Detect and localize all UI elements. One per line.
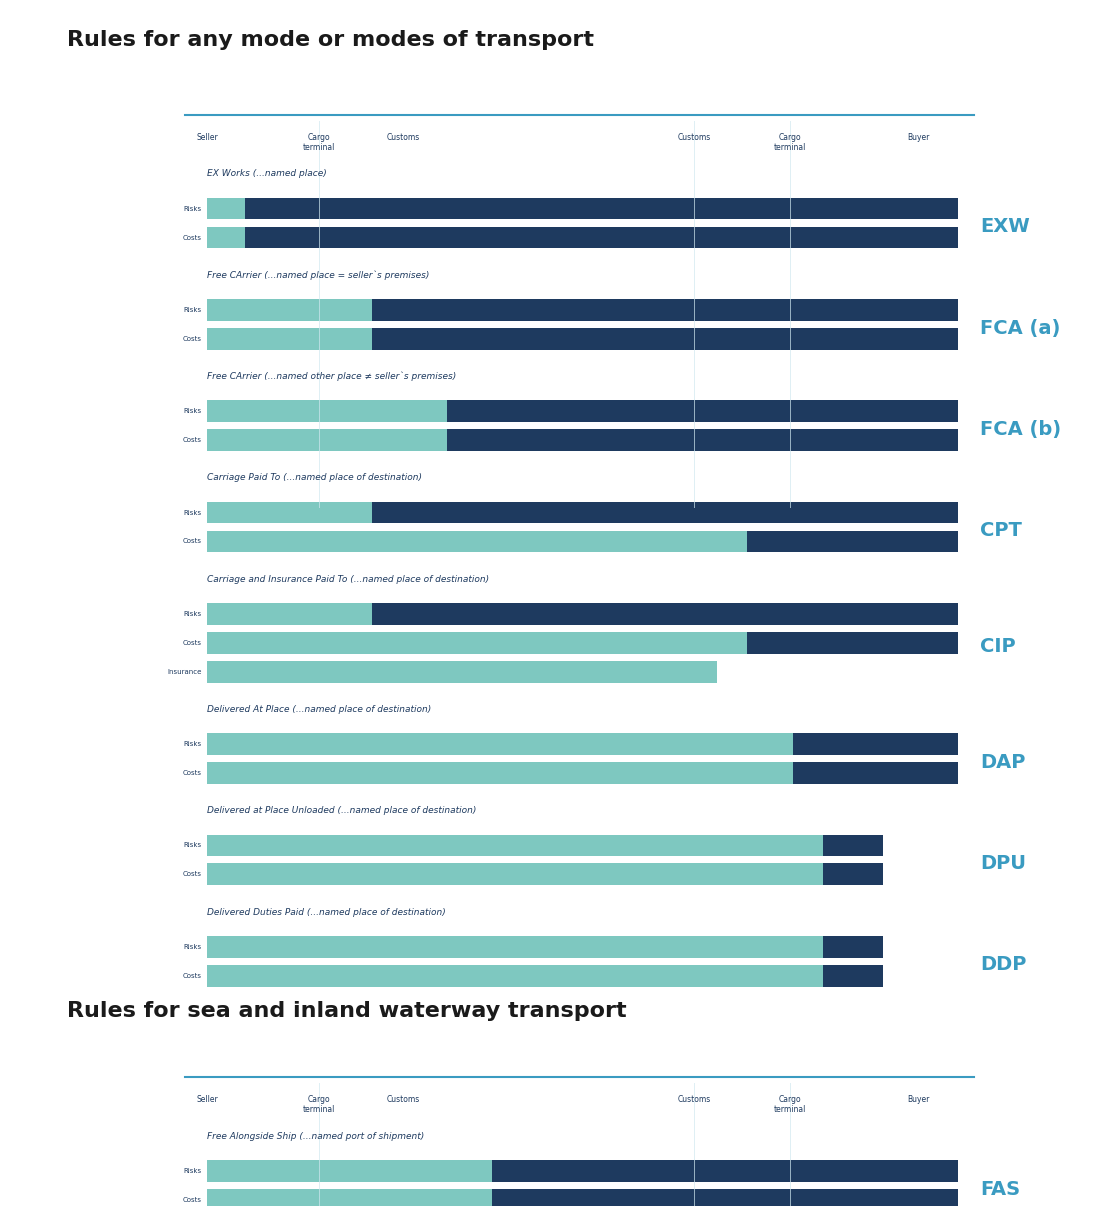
Text: Seller: Seller — [196, 1095, 218, 1103]
Bar — [244, 198, 958, 219]
Text: Carriage and Insurance Paid To (...named place of destination): Carriage and Insurance Paid To (...named… — [207, 575, 489, 584]
Text: Cargo
terminal: Cargo terminal — [774, 1095, 805, 1114]
Text: Risks: Risks — [184, 409, 202, 414]
Bar — [207, 835, 822, 856]
Bar — [372, 299, 958, 321]
Text: Risks: Risks — [184, 1169, 202, 1173]
Text: Risks: Risks — [184, 308, 202, 312]
Text: FAS: FAS — [980, 1179, 1020, 1199]
Text: FCA (a): FCA (a) — [980, 318, 1061, 338]
Bar — [822, 936, 883, 958]
Text: Customs: Customs — [386, 133, 420, 141]
Bar — [372, 603, 958, 625]
Text: Free CArrier (...named other place ≠ seller`s premises): Free CArrier (...named other place ≠ sel… — [207, 371, 457, 381]
Bar — [207, 936, 822, 958]
Bar — [207, 863, 822, 885]
Text: Buyer: Buyer — [907, 133, 930, 141]
Bar — [207, 531, 747, 552]
Bar — [447, 400, 958, 422]
Bar — [372, 502, 958, 523]
Text: Seller: Seller — [196, 133, 218, 141]
Text: Costs: Costs — [183, 235, 202, 240]
Bar — [207, 1189, 493, 1206]
Bar — [207, 400, 447, 422]
Text: Cargo
terminal: Cargo terminal — [774, 133, 805, 152]
Text: Cargo
terminal: Cargo terminal — [304, 1095, 335, 1114]
Bar — [207, 762, 793, 784]
Bar — [747, 632, 958, 654]
Bar — [822, 835, 883, 856]
Text: Delivered at Place Unloaded (...named place of destination): Delivered at Place Unloaded (...named pl… — [207, 807, 477, 815]
Bar — [207, 965, 822, 987]
Text: Free Alongside Ship (...named port of shipment): Free Alongside Ship (...named port of sh… — [207, 1132, 424, 1141]
Text: Insurance: Insurance — [167, 669, 202, 674]
Bar — [207, 429, 447, 451]
Text: EXW: EXW — [980, 217, 1029, 236]
Bar — [207, 328, 372, 350]
Text: Costs: Costs — [183, 771, 202, 775]
Text: Delivered Duties Paid (...named place of destination): Delivered Duties Paid (...named place of… — [207, 908, 446, 917]
Text: Costs: Costs — [183, 640, 202, 645]
Text: Risks: Risks — [184, 611, 202, 616]
Bar — [747, 531, 958, 552]
Text: Delivered At Place (...named place of destination): Delivered At Place (...named place of de… — [207, 706, 431, 714]
Text: DDP: DDP — [980, 955, 1026, 974]
Bar — [372, 328, 958, 350]
Text: FCA (b): FCA (b) — [980, 420, 1061, 439]
Text: EX Works (...named place): EX Works (...named place) — [207, 170, 327, 178]
Bar — [207, 632, 747, 654]
Text: Rules for any mode or modes of transport: Rules for any mode or modes of transport — [67, 30, 595, 51]
Bar — [822, 965, 883, 987]
Text: Cargo
terminal: Cargo terminal — [304, 133, 335, 152]
Text: Customs: Customs — [678, 133, 711, 141]
Text: Customs: Customs — [386, 1095, 420, 1103]
Bar — [207, 198, 244, 219]
Text: Risks: Risks — [184, 742, 202, 747]
Text: Costs: Costs — [183, 973, 202, 978]
Text: Risks: Risks — [184, 843, 202, 848]
Text: Free CArrier (...named place = seller`s premises): Free CArrier (...named place = seller`s … — [207, 270, 430, 280]
Text: Carriage Paid To (...named place of destination): Carriage Paid To (...named place of dest… — [207, 474, 422, 482]
Text: CPT: CPT — [980, 521, 1021, 540]
Bar — [447, 429, 958, 451]
Text: Buyer: Buyer — [907, 1095, 930, 1103]
Text: Costs: Costs — [183, 539, 202, 544]
Text: Rules for sea and inland waterway transport: Rules for sea and inland waterway transp… — [67, 1001, 627, 1021]
Bar — [207, 227, 244, 248]
Text: Risks: Risks — [184, 206, 202, 211]
Bar — [207, 603, 372, 625]
Bar — [207, 661, 718, 683]
Text: Costs: Costs — [183, 872, 202, 877]
Text: DPU: DPU — [980, 854, 1026, 873]
Text: Costs: Costs — [183, 1198, 202, 1202]
Text: CIP: CIP — [980, 637, 1016, 656]
Text: Risks: Risks — [184, 944, 202, 949]
Bar — [793, 762, 958, 784]
Bar — [822, 863, 883, 885]
Bar — [793, 733, 958, 755]
Bar — [207, 1160, 493, 1182]
Bar — [244, 227, 958, 248]
Bar — [207, 299, 372, 321]
Bar — [207, 733, 793, 755]
Text: Customs: Customs — [678, 1095, 711, 1103]
Bar — [207, 502, 372, 523]
Bar — [493, 1160, 958, 1182]
Text: DAP: DAP — [980, 753, 1026, 772]
Bar — [493, 1189, 958, 1206]
Text: Costs: Costs — [183, 438, 202, 443]
Text: Risks: Risks — [184, 510, 202, 515]
Text: Costs: Costs — [183, 336, 202, 341]
